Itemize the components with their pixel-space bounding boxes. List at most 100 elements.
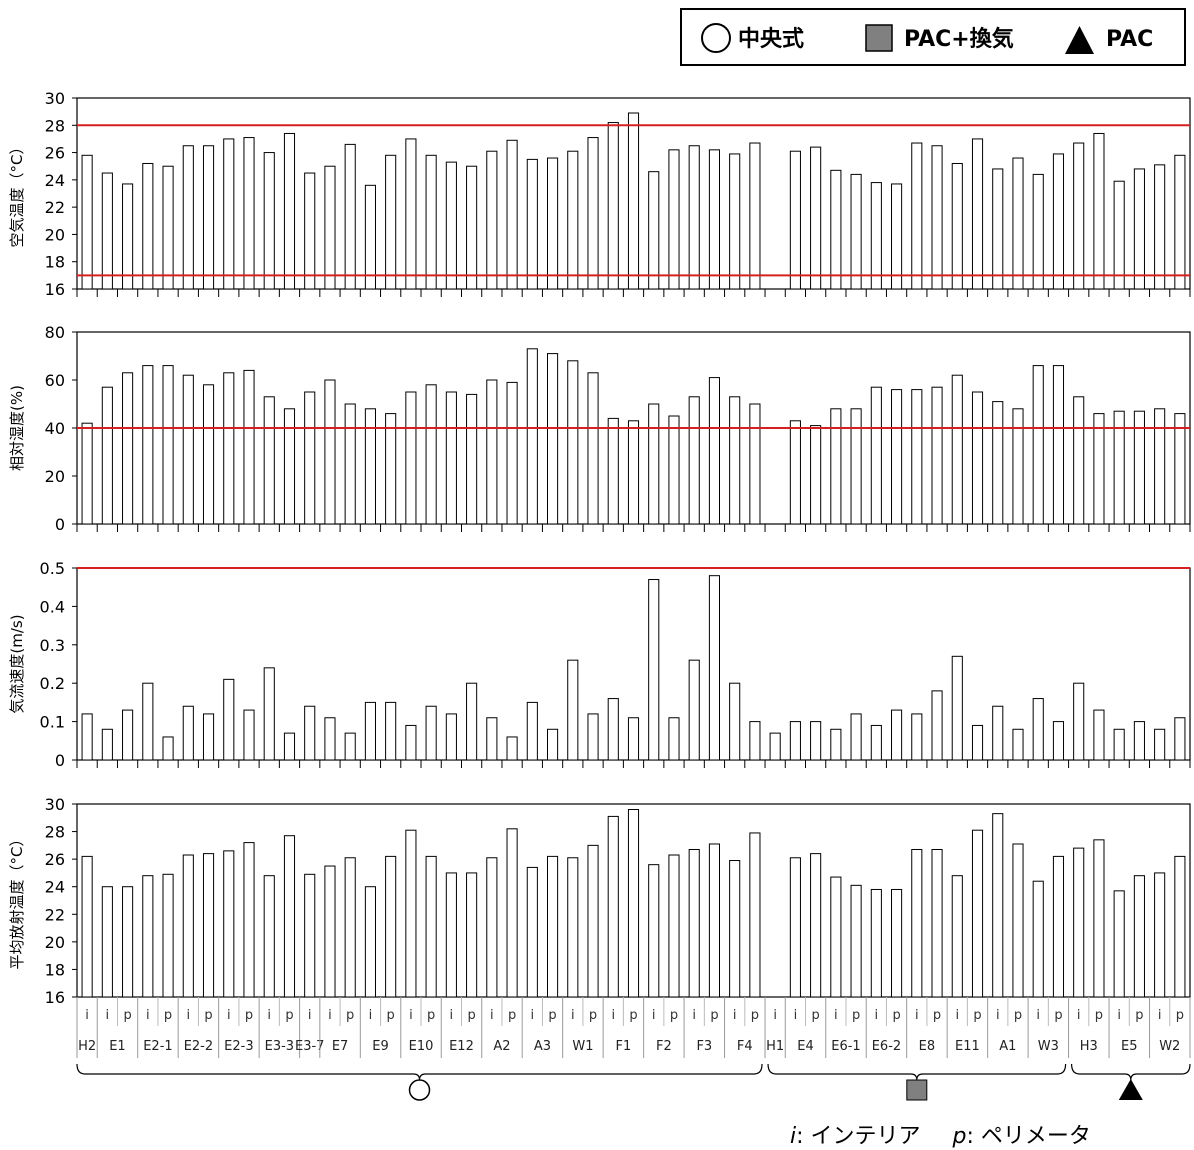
panel-1-bar: [648, 171, 660, 290]
panel-1-bar: [830, 169, 842, 290]
panel-3-bar: [223, 678, 235, 761]
sub-label: i: [1036, 1008, 1040, 1023]
sub-label: p: [508, 1008, 516, 1023]
panel-1-bar: [304, 172, 316, 290]
panel-3-bar: [546, 728, 559, 761]
group-square-icon: [906, 1079, 928, 1101]
panel-2-bar: [101, 386, 113, 525]
panel-1-bar: [567, 150, 579, 290]
panel-2-bar: [1154, 408, 1166, 525]
sub-label: i: [490, 1008, 494, 1023]
panel-4-bar: [101, 886, 113, 998]
sub-label: p: [1135, 1008, 1143, 1023]
sub-label: i: [733, 1008, 737, 1023]
panel-4-bar: [729, 860, 741, 998]
sub-label: i: [106, 1008, 110, 1023]
panel-2-bar: [729, 396, 741, 525]
panel-2-bar: [911, 389, 923, 525]
panel-3-bar: [263, 667, 275, 761]
panel-3-bar: [486, 717, 498, 761]
panel-3-bar: [364, 701, 376, 761]
category-label: E6-2: [872, 1039, 901, 1054]
panel-1-bar: [142, 162, 154, 290]
panel-1-ytick-label: 22: [45, 198, 65, 217]
category-label: E2-2: [184, 1039, 213, 1054]
panel-1-bar: [1154, 164, 1166, 290]
panel-1-bar: [1012, 157, 1024, 290]
legend-label-pac-vent: PAC+換気: [904, 26, 1014, 52]
panel-3-bar: [202, 713, 215, 761]
sub-label: p: [852, 1008, 860, 1023]
panel-2-bar: [162, 365, 174, 525]
sub-label: i: [186, 1008, 190, 1023]
category-label: W1: [572, 1039, 593, 1054]
panel-1-bar: [749, 142, 761, 290]
legend-square-icon: [865, 24, 893, 52]
panel-4-bar: [1133, 875, 1145, 998]
sub-label: i: [146, 1008, 150, 1023]
panel-2-bar: [202, 384, 215, 525]
panel-3-bar: [182, 705, 194, 761]
panel-2-bar: [344, 403, 356, 525]
panel-2-bar: [567, 360, 579, 525]
panel-1-bar: [243, 137, 255, 290]
legend-label-pac: PAC: [1106, 27, 1153, 52]
panel-2-ytick-label: 60: [45, 371, 65, 390]
panel-4-bar: [202, 853, 215, 998]
panel-4-bar: [304, 873, 316, 998]
category-label: E6-1: [831, 1039, 860, 1054]
category-label: F3: [696, 1039, 712, 1054]
category-label: W3: [1038, 1039, 1059, 1054]
sub-label: p: [1014, 1008, 1022, 1023]
sub-label: p: [285, 1008, 293, 1023]
sub-label: p: [427, 1008, 435, 1023]
panel-4-bar: [708, 843, 721, 998]
category-label: E12: [449, 1039, 474, 1054]
panel-4-ytick-label: 30: [45, 795, 65, 814]
panel-4-bar: [749, 832, 761, 998]
panel-4-bar: [526, 866, 538, 998]
sub-label: i: [308, 1008, 312, 1023]
panel-3-bar: [668, 717, 680, 761]
panel-1-bar: [850, 173, 862, 290]
panel-2-bar: [627, 420, 640, 525]
panel-1-bar: [466, 165, 478, 290]
panel-3-ylabel: 気流速度(m/s): [8, 614, 26, 713]
category-label: F1: [616, 1039, 632, 1054]
panel-3-bar: [648, 579, 660, 761]
panel-2-bar: [223, 372, 235, 525]
group-bracket: [767, 1063, 1067, 1081]
panel-3-bar: [142, 682, 154, 761]
legend-label-central: 中央式: [738, 26, 804, 52]
panel-4-bar: [81, 855, 93, 998]
category-label: A3: [534, 1039, 551, 1054]
panel-4-ytick-label: 20: [45, 933, 65, 952]
panel-2-bar: [1052, 365, 1065, 525]
panel-2-bar: [850, 408, 862, 525]
sub-label: i: [369, 1008, 373, 1023]
category-label: A2: [493, 1039, 510, 1054]
panel-1-bar: [911, 142, 923, 290]
panel-1-ytick-label: 28: [45, 116, 65, 135]
panel-3-bar: [385, 701, 397, 761]
sub-label: i: [834, 1008, 838, 1023]
footnote-i-text: : インテリア: [796, 1124, 921, 1149]
panel-4-bar: [1073, 847, 1085, 998]
panel-3-bar: [1032, 698, 1044, 761]
panel-2-bar: [405, 391, 417, 525]
sub-label: p: [589, 1008, 597, 1023]
panel-1-bar: [971, 138, 984, 290]
sub-label: i: [915, 1008, 919, 1023]
panel-3-bar: [587, 713, 599, 761]
panel-1-bar: [81, 154, 93, 290]
panel-2-bar: [1113, 410, 1125, 525]
sub-label: p: [123, 1008, 131, 1023]
sub-label: i: [875, 1008, 879, 1023]
panel-4-bar: [648, 864, 660, 998]
panel-3-bar: [243, 709, 255, 761]
group-triangle-icon: [1118, 1079, 1143, 1100]
panel-2-bar: [526, 348, 538, 525]
sub-label: p: [1054, 1008, 1062, 1023]
panel-3-bar: [425, 705, 437, 761]
category-label: E5: [1121, 1039, 1138, 1054]
